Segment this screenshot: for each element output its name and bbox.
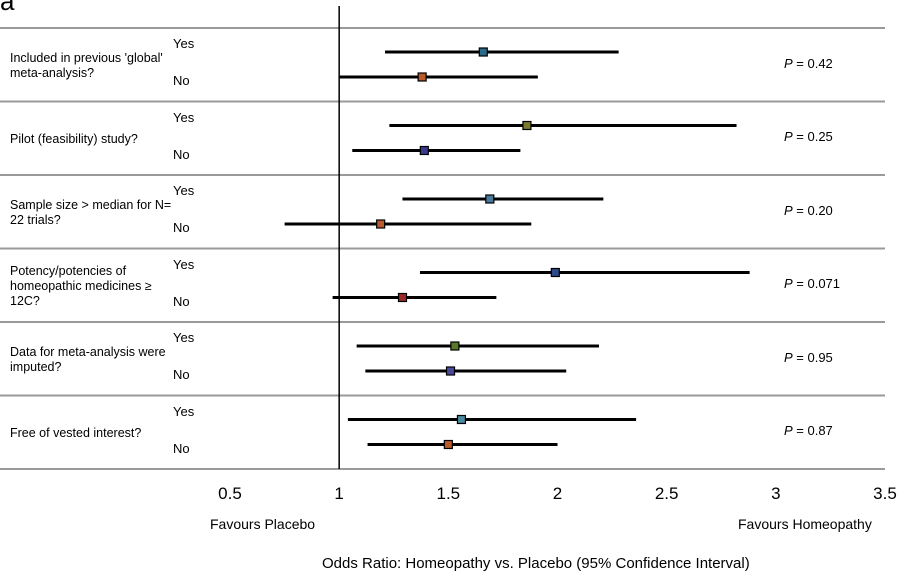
x-tick-label: 3	[771, 484, 781, 503]
row-label: No	[173, 73, 190, 88]
p-value: P = 0.25	[784, 129, 833, 145]
row-label: No	[173, 220, 190, 235]
row-label: Yes	[173, 36, 195, 51]
favours-right-label: Favours Homeopathy	[738, 516, 872, 532]
p-value: P = 0.42	[784, 55, 833, 71]
subgroup-label: Sample size > median for N= 22 trials?	[10, 197, 172, 227]
point-estimate	[376, 219, 386, 229]
x-tick-label: 3.5	[873, 484, 897, 503]
row-label: Yes	[173, 183, 195, 198]
row-label: No	[173, 293, 190, 309]
point-estimate	[417, 72, 427, 82]
point-estimate	[419, 145, 429, 156]
x-axis-title: Odds Ratio: Homeopathy vs. Placebo (95% …	[322, 555, 750, 572]
point-estimate	[485, 194, 495, 204]
p-value: P = 0.071	[784, 276, 841, 292]
x-tick-label: 1.5	[436, 484, 461, 503]
row-label: No	[173, 440, 190, 456]
subgroup-label: Potency/potencies of homeopathic medicin…	[10, 263, 152, 308]
x-tick-label: 1	[334, 484, 344, 503]
point-estimate	[522, 120, 532, 131]
row-label: No	[173, 367, 190, 382]
point-estimate	[397, 292, 408, 303]
subgroup-label: Free of vested interest?	[10, 425, 142, 440]
point-estimate	[445, 366, 456, 376]
x-tick-label: 2	[552, 484, 563, 503]
x-tick-label: 2.5	[654, 484, 679, 503]
panel-letter: a	[0, 0, 15, 16]
row-label: Yes	[173, 403, 195, 419]
row-label: Yes	[173, 109, 195, 125]
p-value: P = 0.20	[784, 202, 833, 218]
row-label: Yes	[173, 330, 195, 345]
subgroup-label: Data for meta-analysis were imputed?	[10, 344, 166, 374]
point-estimate	[550, 267, 560, 278]
x-tick-label: 0.5	[218, 484, 242, 503]
subgroup-label: Pilot (feasibility) study?	[10, 131, 138, 146]
point-estimate	[478, 47, 488, 57]
row-label: No	[173, 146, 190, 162]
point-estimate	[443, 439, 453, 450]
p-value: P = 0.95	[784, 349, 833, 365]
row-label: Yes	[173, 256, 195, 272]
p-value: P = 0.87	[784, 423, 833, 439]
point-estimate	[456, 414, 467, 425]
point-estimate	[450, 341, 460, 351]
subgroup-label: Included in previous 'global' meta-analy…	[10, 50, 163, 80]
favours-left-label: Favours Placebo	[210, 516, 316, 532]
